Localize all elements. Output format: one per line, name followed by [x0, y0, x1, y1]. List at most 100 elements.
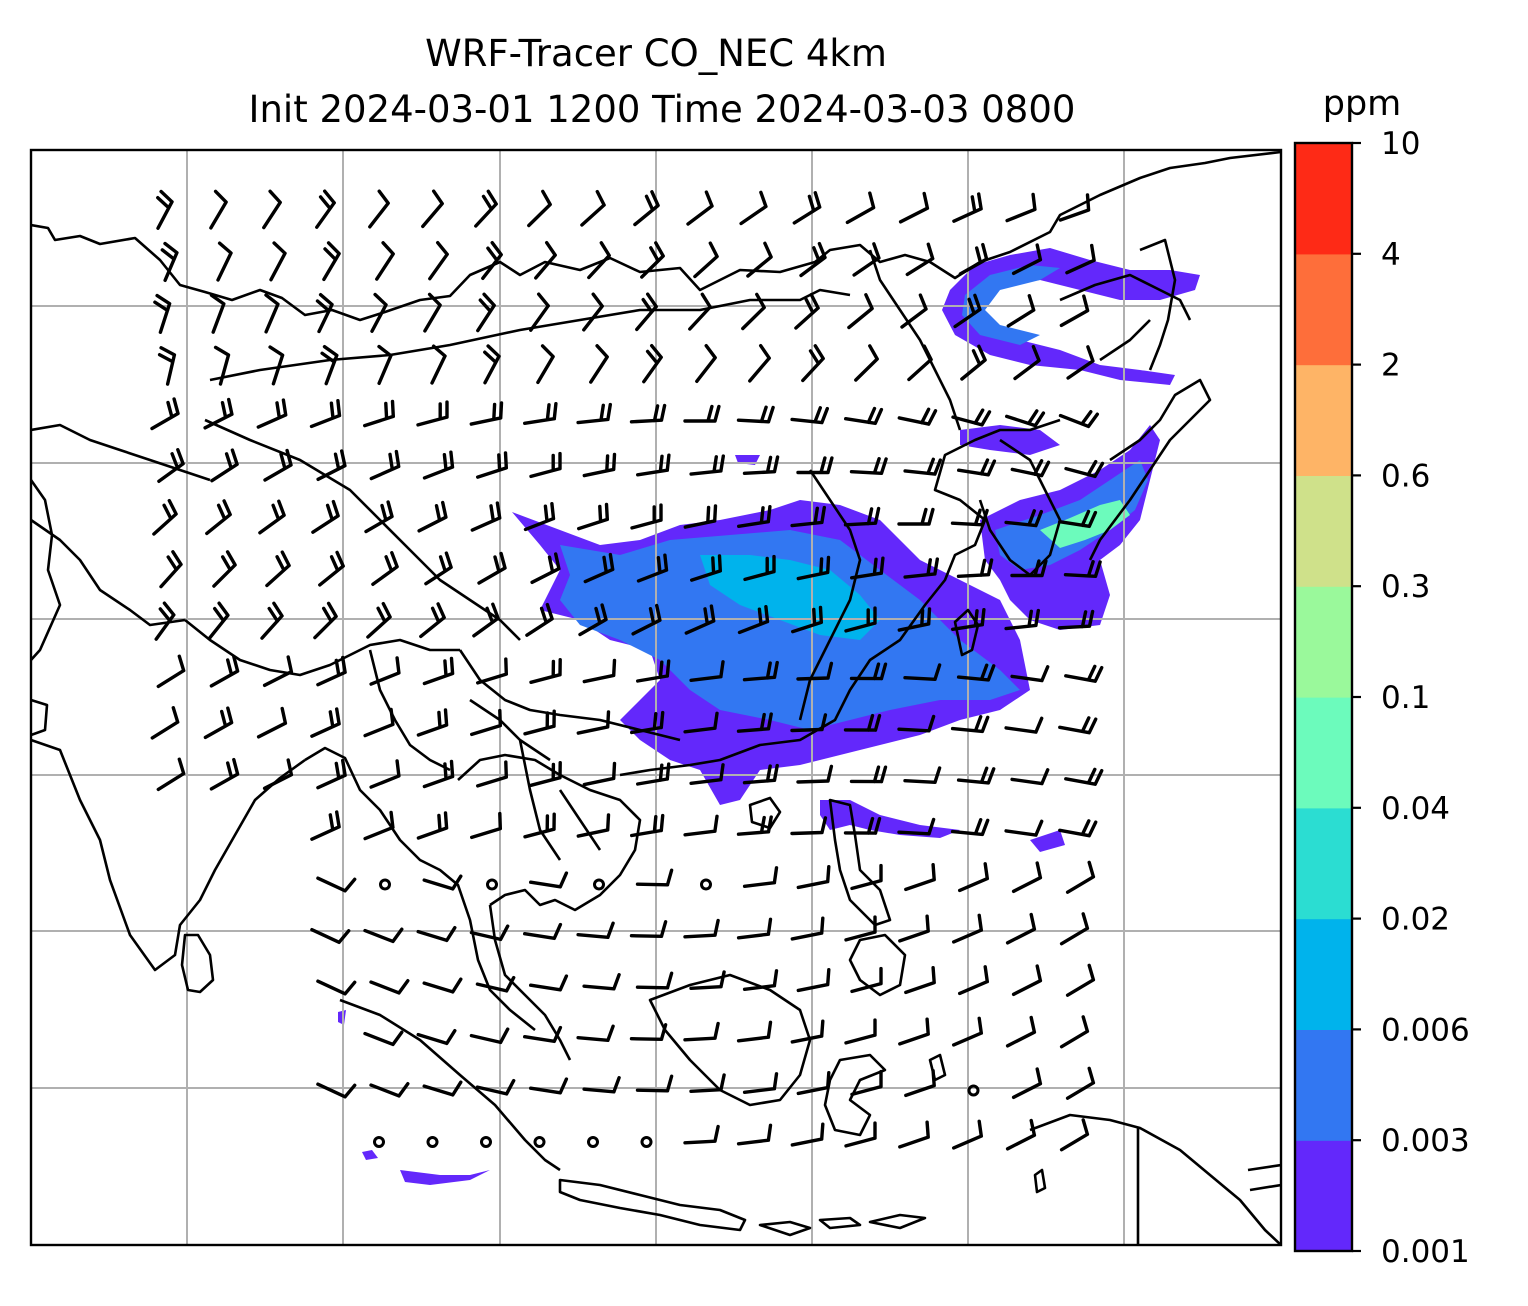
wind-barb-56 — [268, 345, 285, 386]
border-pakistan — [31, 518, 186, 627]
wind-barb-99 — [636, 453, 671, 477]
wind-barb-244 — [416, 926, 457, 943]
calm-marker — [593, 878, 605, 891]
wind-barb-228 — [950, 818, 990, 837]
colorbar-segment-5 — [1295, 586, 1352, 698]
wind-barb-85 — [844, 406, 884, 425]
wind-barb-254 — [952, 913, 983, 944]
wind-barb-205 — [529, 761, 562, 787]
wind-barb-103 — [849, 457, 888, 475]
wind-barb-35 — [1065, 243, 1096, 275]
wind-barb-253 — [898, 914, 930, 943]
wind-barb-275 — [523, 1025, 563, 1043]
wind-barb-46 — [688, 292, 712, 331]
wind-barb-63 — [642, 344, 663, 384]
colorbar-tick-label: 0.04 — [1381, 791, 1450, 827]
wind-barb-39 — [315, 293, 334, 334]
wind-barb-133 — [530, 552, 561, 584]
wind-barb-178 — [1010, 665, 1050, 683]
coastline-borneo — [648, 973, 812, 1107]
calm-marker — [533, 1136, 546, 1148]
wind-barb-189 — [630, 710, 665, 735]
coastline-taiwan — [953, 608, 980, 657]
wind-barb-211 — [849, 765, 888, 784]
coastline-japan — [1088, 378, 1212, 561]
wind-barb-278 — [683, 1021, 720, 1042]
border-india-nepal — [184, 618, 460, 677]
wind-barb-214 — [1010, 768, 1050, 786]
coastline-india-west — [31, 479, 306, 972]
wind-barb-134 — [583, 552, 615, 584]
wind-barb-107 — [1064, 459, 1105, 479]
wind-barb-148 — [366, 601, 392, 639]
wind-barb-237 — [850, 863, 883, 891]
wind-barb-129 — [318, 550, 345, 587]
wind-barb-144 — [154, 601, 176, 641]
wind-barb-72 — [150, 397, 180, 431]
wind-barb-114 — [470, 501, 502, 532]
wind-barb-290 — [529, 1077, 569, 1095]
wind-barb-2 — [262, 189, 282, 230]
wind-barb-219 — [470, 811, 502, 840]
wind-barb-94 — [369, 449, 401, 481]
wind-barb-242 — [310, 928, 351, 944]
wind-barb-25 — [534, 241, 557, 280]
wind-barb-170 — [582, 658, 617, 684]
wind-barb-281 — [844, 1018, 877, 1045]
co-plume-low-9 — [820, 800, 960, 838]
wind-barb-20 — [269, 241, 287, 282]
wind-barb-167 — [422, 656, 455, 686]
wind-barb-220 — [523, 812, 556, 839]
wind-barb-159 — [951, 608, 986, 631]
colorbar-segment-3 — [1295, 807, 1352, 920]
wind-barb-42 — [476, 292, 496, 333]
wind-barb-22 — [375, 241, 395, 281]
wind-barb-127 — [212, 550, 237, 588]
wind-barb-49 — [847, 293, 874, 330]
wind-barb-65 — [748, 344, 771, 383]
wind-barb-123 — [950, 508, 989, 527]
wind-barb-64 — [695, 344, 717, 383]
wind-barb-300 — [683, 1124, 720, 1145]
wind-barb-104 — [903, 457, 942, 476]
wind-barb-95 — [422, 450, 455, 480]
calm-marker — [480, 1136, 492, 1148]
wind-barb-32 — [905, 242, 935, 277]
wind-barb-181 — [203, 706, 234, 740]
wind-barb-3 — [315, 189, 336, 229]
border-indochina-inner — [469, 698, 602, 861]
wind-barb-51 — [953, 293, 982, 329]
wind-barb-13 — [845, 191, 876, 225]
wind-barb-19 — [216, 241, 233, 282]
wind-barb-215 — [1064, 767, 1104, 786]
map-frame — [29, 148, 1283, 1247]
wind-barb-288 — [422, 1080, 463, 1097]
wind-barb-44 — [582, 292, 604, 332]
wind-barb-5 — [421, 189, 444, 229]
wind-barb-17 — [1058, 193, 1091, 222]
wind-barb-79 — [523, 402, 558, 425]
co-plume-low-11 — [400, 1170, 490, 1185]
wind-barb-66 — [801, 344, 825, 383]
wind-barb-272 — [363, 1030, 404, 1047]
wind-barb-27 — [640, 241, 665, 279]
title-line-1: WRF-Tracer CO_NEC 4km — [425, 32, 887, 75]
wind-barb-184 — [363, 707, 395, 738]
calm-marker — [486, 878, 498, 891]
colorbar-segment-4 — [1295, 697, 1352, 809]
wind-barb-89 — [1058, 410, 1099, 429]
wind-barb-30 — [799, 241, 827, 278]
colorbar-tick-label: 2 — [1381, 348, 1401, 384]
wind-barb-83 — [736, 405, 775, 424]
wind-barb-226 — [843, 816, 882, 835]
wind-barb-267 — [850, 966, 883, 994]
wind-barb-163 — [209, 654, 240, 688]
border-china-internal — [798, 469, 862, 721]
co-plume-low-10 — [1030, 830, 1065, 852]
wind-barb-161 — [1057, 609, 1095, 630]
co-plume-low-12 — [362, 1150, 378, 1160]
wind-barb-284 — [1005, 1015, 1037, 1048]
wind-barb-294 — [742, 1072, 779, 1094]
wind-barb-287 — [369, 1082, 410, 1098]
wind-barb-76 — [363, 399, 395, 428]
